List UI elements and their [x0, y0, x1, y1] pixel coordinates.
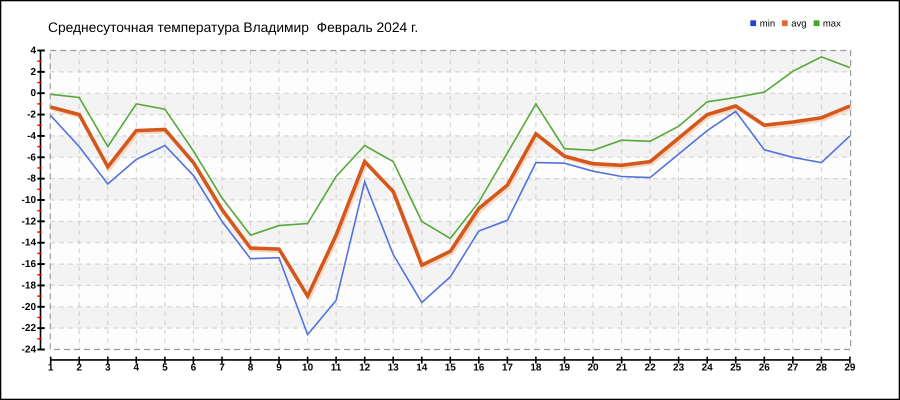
- svg-text:1: 1: [48, 362, 54, 373]
- svg-text:5: 5: [162, 362, 168, 373]
- svg-text:16: 16: [473, 362, 485, 373]
- svg-text:21: 21: [616, 362, 628, 373]
- svg-text:0: 0: [30, 88, 36, 99]
- svg-text:9: 9: [276, 362, 282, 373]
- svg-text:25: 25: [730, 362, 742, 373]
- svg-text:-6: -6: [27, 152, 36, 163]
- svg-text:19: 19: [559, 362, 571, 373]
- svg-text:-12: -12: [22, 216, 37, 227]
- svg-text:20: 20: [587, 362, 599, 373]
- svg-text:-22: -22: [22, 323, 37, 334]
- svg-text:10: 10: [302, 362, 314, 373]
- svg-text:12: 12: [359, 362, 371, 373]
- svg-text:max: max: [823, 19, 841, 30]
- svg-text:-10: -10: [22, 195, 37, 206]
- svg-text:-4: -4: [27, 131, 36, 142]
- svg-text:-14: -14: [22, 238, 37, 249]
- svg-text:8: 8: [248, 362, 254, 373]
- svg-text:18: 18: [530, 362, 542, 373]
- svg-text:-16: -16: [22, 259, 37, 270]
- svg-text:-8: -8: [27, 174, 36, 185]
- svg-text:4: 4: [30, 46, 36, 57]
- svg-text:17: 17: [502, 362, 514, 373]
- svg-text:3: 3: [105, 362, 111, 373]
- svg-text:-18: -18: [22, 280, 37, 291]
- svg-text:27: 27: [787, 362, 799, 373]
- svg-text:2: 2: [30, 67, 36, 78]
- svg-text:Среднесуточная температура Вла: Среднесуточная температура Владимир Февр…: [48, 20, 418, 35]
- svg-text:7: 7: [219, 362, 225, 373]
- svg-text:-24: -24: [22, 345, 37, 356]
- svg-text:14: 14: [416, 362, 428, 373]
- svg-text:4: 4: [134, 362, 140, 373]
- svg-text:24: 24: [702, 362, 714, 373]
- svg-text:28: 28: [816, 362, 828, 373]
- svg-text:avg: avg: [791, 19, 806, 30]
- svg-text:15: 15: [445, 362, 457, 373]
- svg-text:22: 22: [645, 362, 657, 373]
- svg-text:min: min: [760, 19, 775, 30]
- svg-text:23: 23: [673, 362, 685, 373]
- svg-text:26: 26: [759, 362, 771, 373]
- svg-text:13: 13: [388, 362, 400, 373]
- svg-text:2: 2: [76, 362, 82, 373]
- svg-text:-20: -20: [22, 302, 37, 313]
- svg-text:-2: -2: [27, 110, 36, 121]
- svg-text:11: 11: [331, 362, 342, 373]
- svg-text:6: 6: [191, 362, 197, 373]
- svg-text:29: 29: [844, 362, 856, 373]
